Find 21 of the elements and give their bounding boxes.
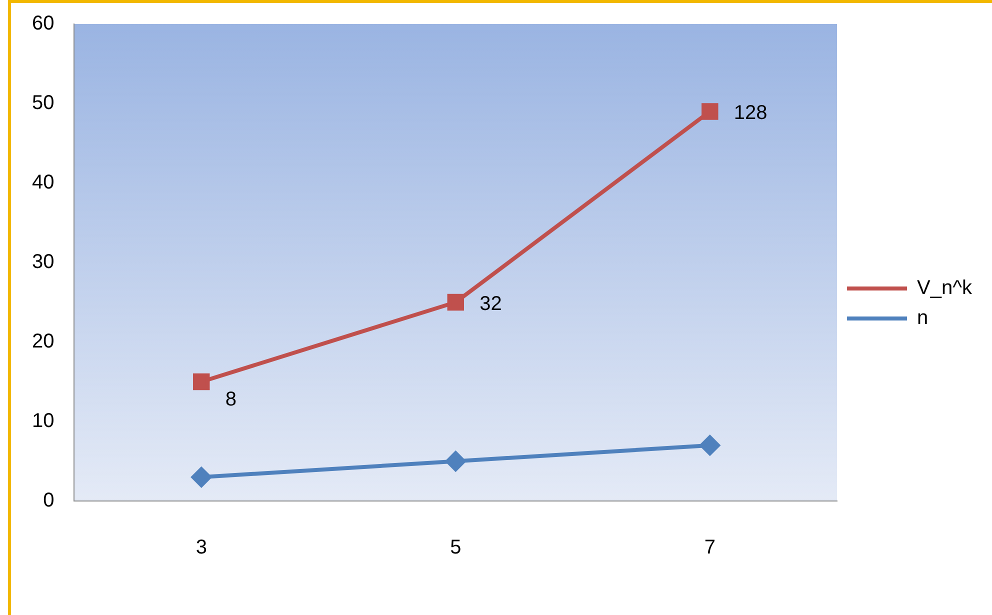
point: [447, 294, 464, 311]
annotation: 8: [225, 388, 236, 410]
y-tick-label: 50: [32, 92, 54, 114]
y-tick-label: 30: [32, 251, 54, 274]
point: [700, 435, 720, 456]
x-tick-label: 5: [450, 536, 462, 559]
y-tick-label: 40: [32, 172, 54, 194]
x-tick-label: 3: [196, 536, 207, 559]
annotation: 32: [480, 292, 502, 315]
legend-label: V_n^k: [917, 277, 973, 300]
y-tick-label: 20: [32, 330, 54, 353]
point: [193, 373, 210, 390]
point: [702, 103, 718, 120]
point: [191, 467, 212, 488]
x-tick-label: 7: [704, 536, 716, 559]
point: [446, 451, 466, 472]
y-tick-label: 0: [43, 490, 54, 512]
y-tick-label: 60: [32, 12, 54, 35]
annotation: 128: [734, 102, 768, 124]
legend-label: n: [917, 307, 928, 330]
y-tick-label: 10: [32, 410, 54, 432]
